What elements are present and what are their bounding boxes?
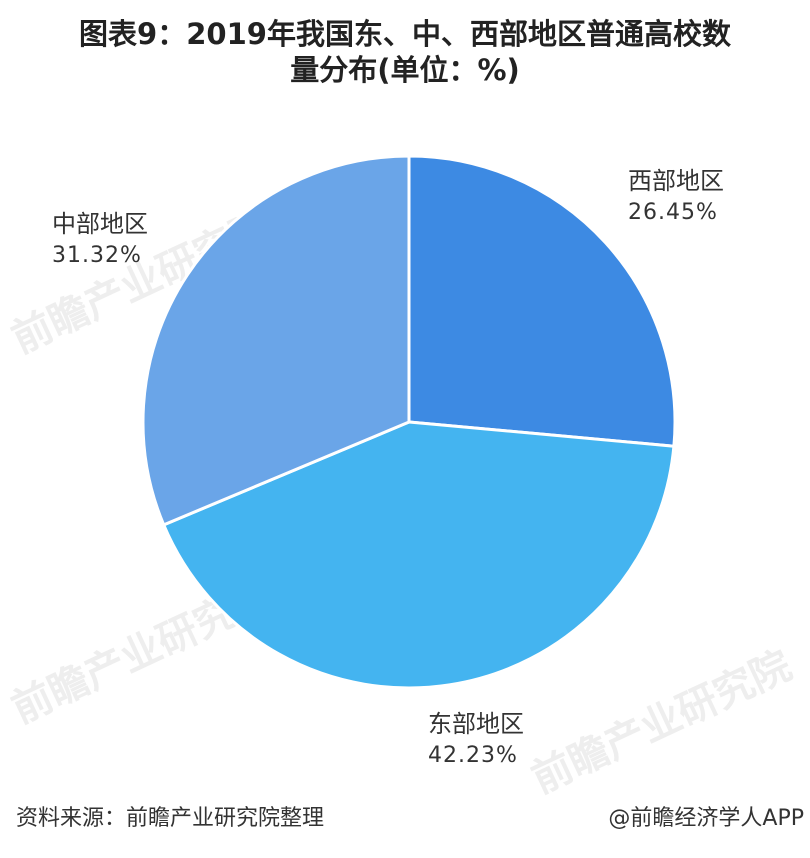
slice-category-east: 东部地区 bbox=[428, 710, 524, 738]
slice-label-central: 中部地区 31.32% bbox=[52, 208, 148, 272]
slice-central bbox=[141, 154, 411, 527]
chart-title-line-2: 量分布(单位：%) bbox=[290, 53, 520, 87]
slice-value-west: 26.45% bbox=[628, 200, 718, 225]
slice-value-central: 31.32% bbox=[52, 243, 142, 268]
slice-label-west: 西部地区 26.45% bbox=[628, 165, 724, 229]
slice-west bbox=[407, 154, 677, 448]
credit-note: @前瞻经济学人APP bbox=[608, 806, 804, 831]
source-note: 资料来源：前瞻产业研究院整理 bbox=[16, 806, 325, 831]
slice-label-east: 东部地区 42.23% bbox=[428, 708, 524, 772]
chart-title-line-1: 图表9：2019年我国东、中、西部地区普通高校数 bbox=[79, 17, 731, 51]
slice-category-central: 中部地区 bbox=[52, 210, 148, 238]
slice-value-east: 42.23% bbox=[428, 743, 518, 768]
slice-east bbox=[161, 420, 676, 690]
chart-title: 图表9：2019年我国东、中、西部地区普通高校数 量分布(单位：%) bbox=[0, 16, 810, 88]
slice-category-west: 西部地区 bbox=[628, 167, 724, 195]
